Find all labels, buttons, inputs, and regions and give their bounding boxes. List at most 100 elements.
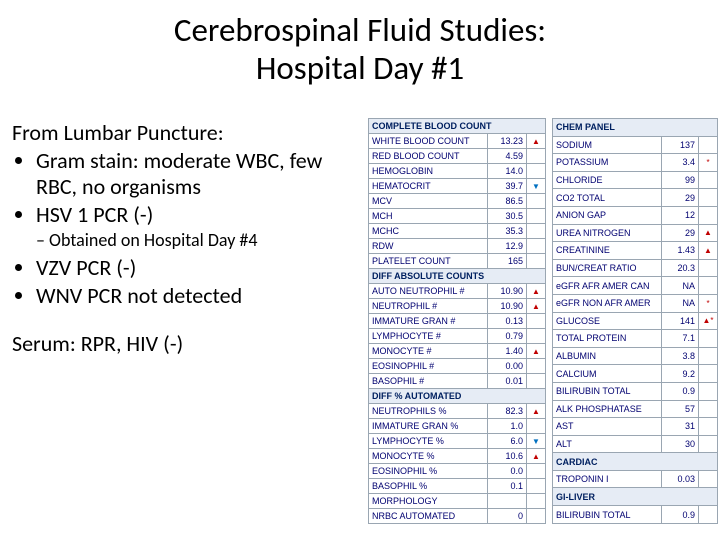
bullet-item: Gram stain: moderate WBC, few RBC, no or…	[36, 148, 362, 200]
table-row: UREA NITROGEN29▲	[553, 224, 718, 242]
row-value: NA	[662, 294, 699, 312]
row-flag	[527, 419, 546, 434]
row-value: 10.90	[488, 299, 527, 314]
row-value: 30.5	[488, 209, 527, 224]
bullet-list-c: VZV PCR (-) WNV PCR not detected	[12, 255, 362, 309]
bullet-item: VZV PCR (-)	[36, 255, 362, 281]
row-label: CO2 TOTAL	[553, 189, 662, 207]
row-value: 29	[662, 224, 699, 242]
row-value: 3.4	[662, 154, 699, 172]
row-label: MONOCYTE %	[369, 449, 488, 464]
row-flag	[699, 347, 718, 365]
row-label: MCH	[369, 209, 488, 224]
row-label: LYMPHOCYTE %	[369, 434, 488, 449]
slide-title: Cerebrospinal Fluid Studies: Hospital Da…	[0, 0, 720, 88]
row-flag	[527, 314, 546, 329]
table-row: IMMATURE GRAN %1.0	[369, 419, 546, 434]
table-row: BASOPHIL %0.1	[369, 479, 546, 494]
row-label: CREATININE	[553, 242, 662, 260]
row-value: 0.0	[488, 464, 527, 479]
table-row: CREATININE1.43▲	[553, 242, 718, 260]
row-flag	[699, 206, 718, 224]
row-flag	[527, 194, 546, 209]
row-flag	[527, 329, 546, 344]
table-row: BILIRUBIN TOTAL0.9	[553, 506, 718, 524]
table-row: MONOCYTE %10.6▲	[369, 449, 546, 464]
bullet-list-a: Gram stain: moderate WBC, few RBC, no or…	[12, 148, 362, 228]
row-label: IMMATURE GRAN #	[369, 314, 488, 329]
table-row: NEUTROPHILS %82.3▲	[369, 404, 546, 419]
table-row: TROPONIN I0.03	[553, 470, 718, 488]
table-row: LYMPHOCYTE #0.79	[369, 329, 546, 344]
row-flag: *	[699, 294, 718, 312]
row-flag: ▲	[527, 134, 546, 149]
row-value: 14.0	[488, 164, 527, 179]
row-value: 10.90	[488, 284, 527, 299]
row-value: 0.1	[488, 479, 527, 494]
table-row: HEMOGLOBIN14.0	[369, 164, 546, 179]
table-row: eGFR NON AFR AMERNA*	[553, 294, 718, 312]
row-value: 82.3	[488, 404, 527, 419]
row-flag: ▲	[699, 242, 718, 260]
row-flag	[527, 224, 546, 239]
table-row: ALBUMIN3.8	[553, 347, 718, 365]
row-label: HEMOGLOBIN	[369, 164, 488, 179]
row-flag	[699, 259, 718, 277]
table-row: RDW12.9	[369, 239, 546, 254]
row-value: 57	[662, 400, 699, 418]
slide: Cerebrospinal Fluid Studies: Hospital Da…	[0, 0, 720, 540]
row-label: UREA NITROGEN	[553, 224, 662, 242]
row-flag	[527, 494, 546, 509]
row-label: BILIRUBIN TOTAL	[553, 506, 662, 524]
table-row: ALK PHOSPHATASE57	[553, 400, 718, 418]
row-flag	[699, 400, 718, 418]
row-flag	[699, 418, 718, 436]
row-label: GLUCOSE	[553, 312, 662, 330]
table-row: BUN/CREAT RATIO20.3	[553, 259, 718, 277]
row-flag: ▼	[527, 434, 546, 449]
table-row: PLATELET COUNT165	[369, 254, 546, 269]
row-label: POTASSIUM	[553, 154, 662, 172]
row-label: EOSINOPHIL #	[369, 359, 488, 374]
row-flag	[699, 382, 718, 400]
row-label: TROPONIN I	[553, 470, 662, 488]
row-flag: ▼	[527, 179, 546, 194]
row-flag: ▲	[699, 224, 718, 242]
row-label: eGFR AFR AMER CAN	[553, 277, 662, 295]
row-value: 0.9	[662, 382, 699, 400]
row-flag	[699, 470, 718, 488]
table-row: MCH30.5	[369, 209, 546, 224]
row-label: BILIRUBIN TOTAL	[553, 382, 662, 400]
row-value: 141	[662, 312, 699, 330]
row-value: 0	[488, 509, 527, 524]
cbc-panel-table: COMPLETE BLOOD COUNTWHITE BLOOD COUNT13.…	[368, 118, 546, 524]
table-section-header: GI-LIVER	[553, 488, 718, 506]
table-row: NRBC AUTOMATED0	[369, 509, 546, 524]
table-row: HEMATOCRIT39.7▼	[369, 179, 546, 194]
row-value: 1.43	[662, 242, 699, 260]
row-flag: ▲	[527, 344, 546, 359]
row-value: 12	[662, 206, 699, 224]
row-value: 99	[662, 171, 699, 189]
row-label: ALT	[553, 435, 662, 453]
table-row: TOTAL PROTEIN7.1	[553, 330, 718, 348]
row-value: 165	[488, 254, 527, 269]
row-value: 0.00	[488, 359, 527, 374]
table-row: MCHC35.3	[369, 224, 546, 239]
row-label: RED BLOOD COUNT	[369, 149, 488, 164]
serum-line: Serum: RPR, HIV (-)	[12, 331, 362, 357]
row-flag	[527, 374, 546, 389]
sub-bullet-item: Obtained on Hospital Day #4	[36, 230, 362, 251]
row-label: LYMPHOCYTE #	[369, 329, 488, 344]
table-row: EOSINOPHIL #0.00	[369, 359, 546, 374]
section-label: CARDIAC	[553, 453, 718, 471]
row-label: RDW	[369, 239, 488, 254]
row-label: BASOPHIL #	[369, 374, 488, 389]
table-row: ANION GAP12	[553, 206, 718, 224]
row-value: 6.0	[488, 434, 527, 449]
row-label: PLATELET COUNT	[369, 254, 488, 269]
row-value: 0.03	[662, 470, 699, 488]
row-value: 4.59	[488, 149, 527, 164]
row-value: 12.9	[488, 239, 527, 254]
row-value: 1.40	[488, 344, 527, 359]
